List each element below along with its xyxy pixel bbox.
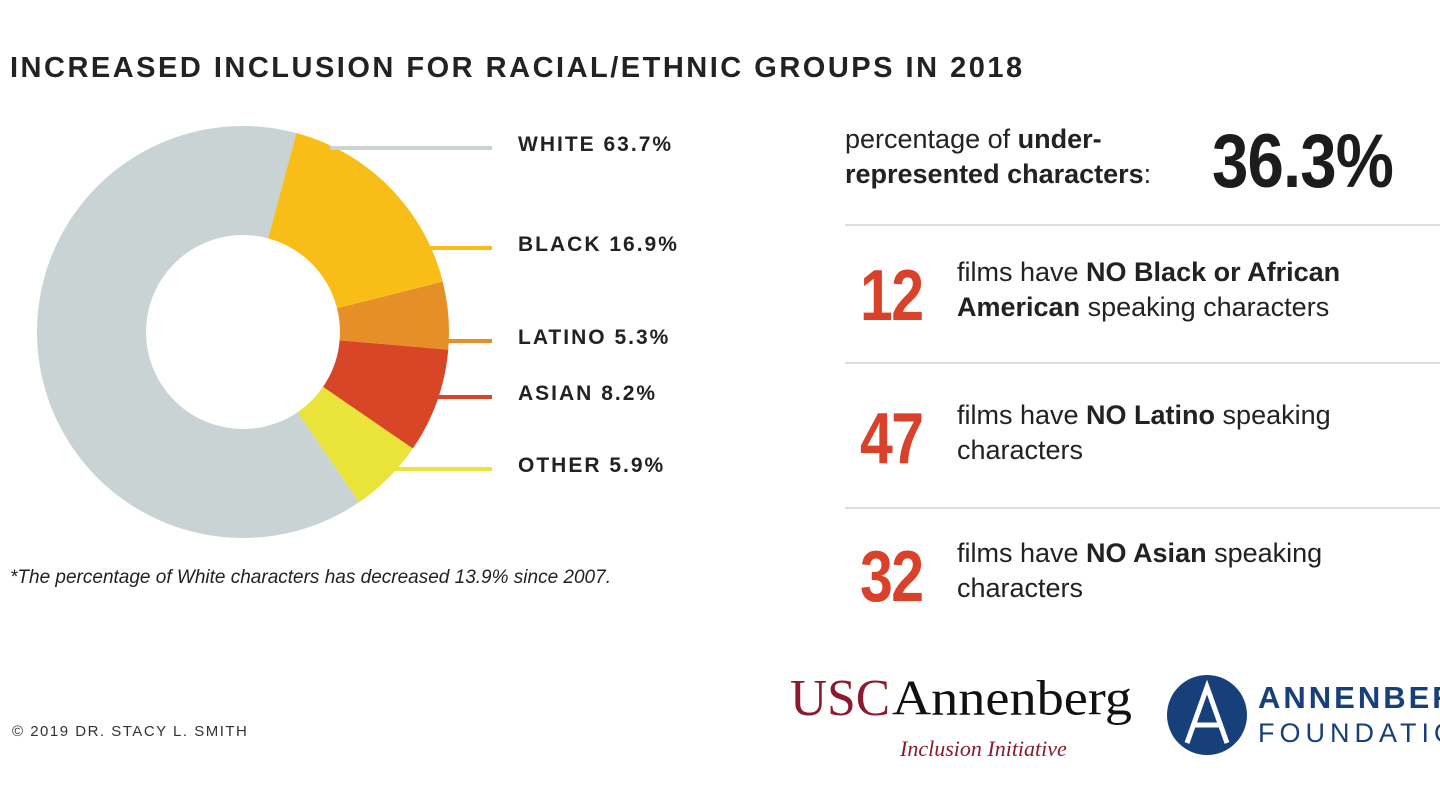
legend-label: OTHER 5.9% [518,454,665,477]
foundation-emblem [1167,675,1247,755]
annenberg-logo: Annenberg [892,669,1132,725]
chart-title: INCREASED INCLUSION FOR RACIAL/ETHNIC GR… [10,52,1025,84]
summary-value: 36.3% [1212,119,1394,204]
stat-text: films have NO Latino speaking characters [957,398,1377,468]
donut-segment [337,281,449,350]
stat-text-part: films have [957,257,1087,287]
legend-label: ASIAN 8.2% [518,382,657,405]
stat-text-bold: NO Asian [1086,538,1207,568]
stat-number: 12 [860,256,924,336]
donut-segment [322,340,449,449]
usc-logo: USC [790,670,890,727]
legend-label: BLACK 16.9% [518,233,679,256]
copyright: © 2019 DR. STACY L. SMITH [12,723,249,740]
legend-name: WHITE [518,133,596,156]
legend-name: ASIAN [518,382,593,405]
legend-name: LATINO [518,326,607,349]
donut-segment [36,125,360,538]
stat-number: 32 [860,537,924,617]
divider [845,507,1440,509]
divider [845,224,1440,226]
stat-text-part: films have [957,538,1087,568]
footnote: *The percentage of White characters has … [10,567,611,588]
emblem-glyph [1184,679,1230,744]
legend-name: OTHER [518,454,602,477]
summary-text-part: percentage of [845,124,1018,154]
logo-graphics: USC Annenberg Inclusion Initiative ANNEN… [790,669,1440,761]
stat-number: 47 [860,399,924,479]
legend-value: 5.3% [614,326,670,349]
stat-text: films have NO Asian speaking characters [957,536,1377,606]
legend-label: WHITE 63.7% [518,133,673,156]
legend-label: LATINO 5.3% [518,326,670,349]
legend-value: 5.9% [609,454,665,477]
foundation-sub: FOUNDATION [1258,718,1440,748]
stat-text-part: speaking characters [1080,292,1330,322]
stat-text-part: speaking characters [957,400,1331,465]
stat-text-bold: NO Black or African American [957,257,1341,322]
donut-segment [268,133,443,309]
donut-chart: WHITE 63.7% BLACK 16.9% LATINO 5.3% ASIAN 8… [36,125,679,538]
summary-text-part: : [1143,159,1152,189]
foundation-name: ANNENBERG [1258,680,1440,715]
stat-text-bold: NO Latino [1086,400,1216,430]
stat-text-part: films have [957,400,1087,430]
legend-name: BLACK [518,233,602,256]
legend-value: 8.2% [601,382,657,405]
summary-text: percentage of under-represented characte… [845,122,1215,192]
logos: USC Annenberg Inclusion Initiative ANNEN… [780,665,1440,775]
donut-segment [297,386,413,503]
inclusion-initiative: Inclusion Initiative [899,736,1067,761]
stat-text: films have NO Black or African American … [957,255,1397,325]
legend-value: 16.9% [609,233,679,256]
divider [845,362,1440,364]
summary-text-bold: under-represented characters [845,124,1144,189]
stat-text-part: speaking characters [957,538,1323,603]
legend-value: 63.7% [604,133,674,156]
